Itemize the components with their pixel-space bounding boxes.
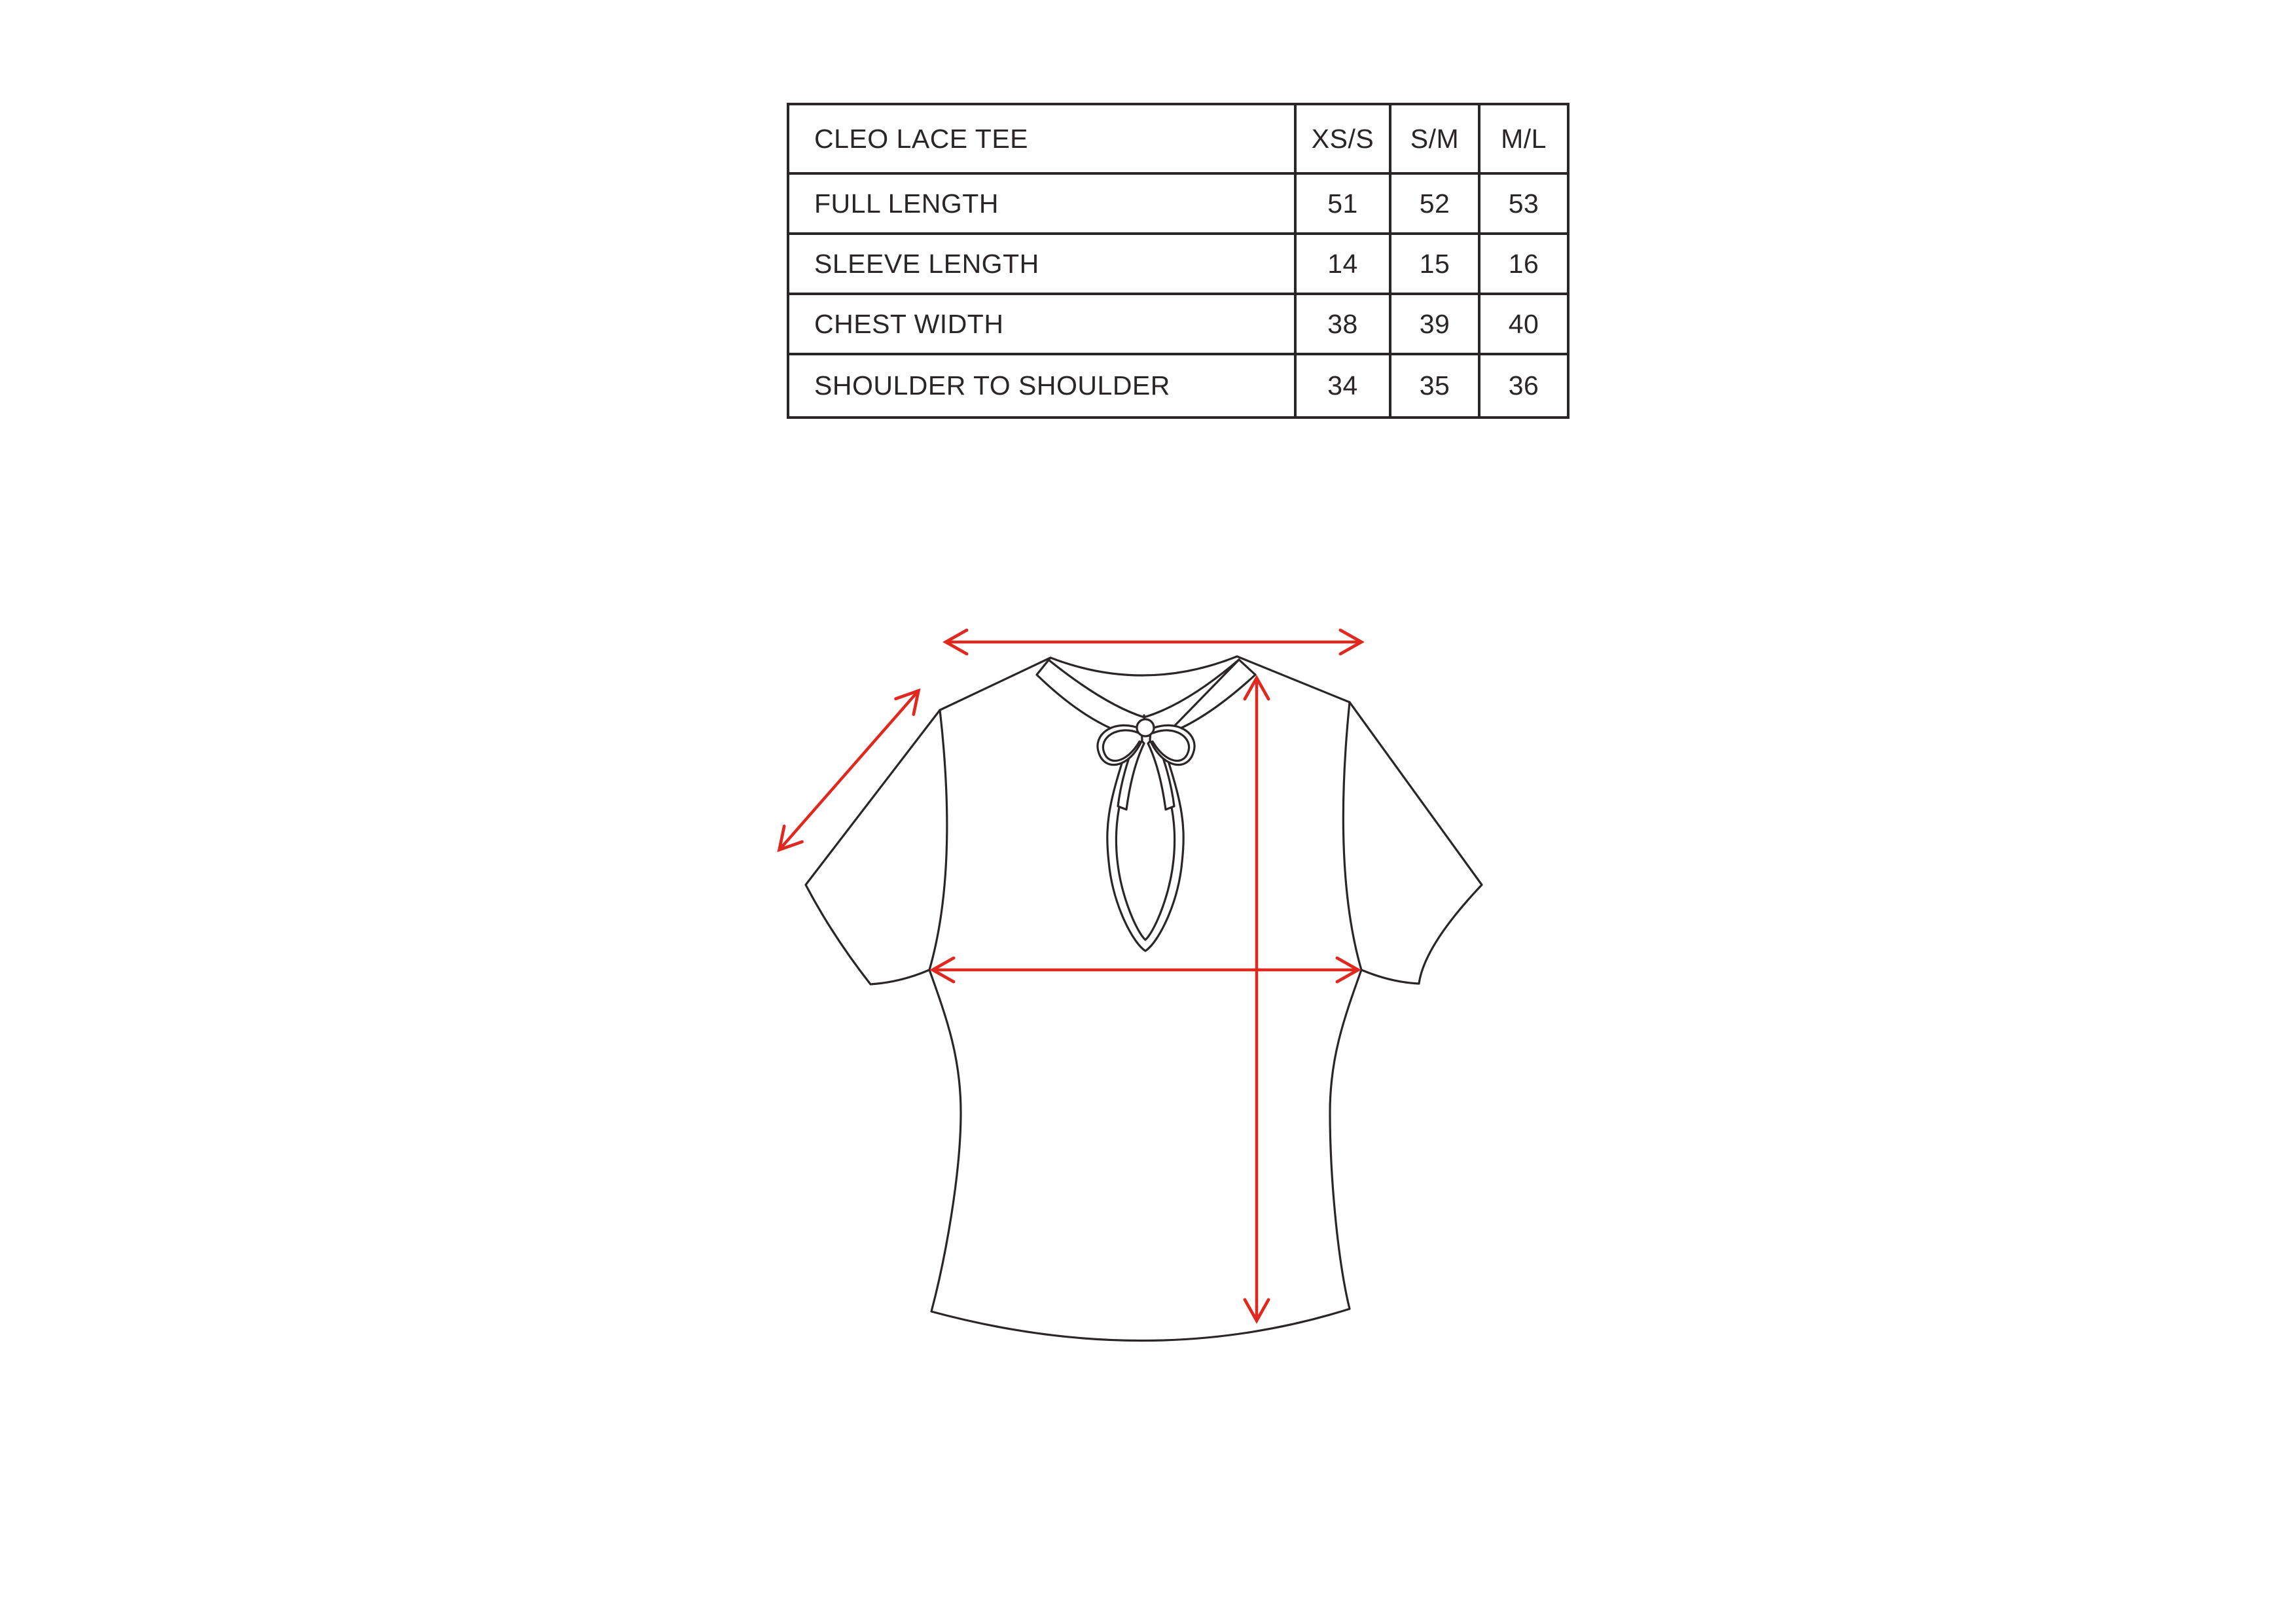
shirt-body-outline [804, 655, 1483, 1342]
measurement-value: 16 [1478, 232, 1570, 295]
size-column-ml: M/L [1478, 103, 1570, 175]
measurement-value: 40 [1478, 293, 1570, 355]
table-row: SLEEVE LENGTH 14 15 16 [787, 232, 1570, 295]
table-row: FULL LENGTH 51 52 53 [787, 172, 1570, 235]
measurement-value: 14 [1294, 232, 1391, 295]
measurement-label: SLEEVE LENGTH [787, 232, 1297, 295]
measurement-label: CHEST WIDTH [787, 293, 1297, 355]
neck-button [1136, 718, 1155, 738]
keyhole-inner [1115, 764, 1176, 941]
measurement-label: FULL LENGTH [787, 172, 1297, 235]
measurement-value: 52 [1389, 172, 1480, 235]
size-chart-table: CLEO LACE TEE XS/S S/M M/L FULL LENGTH 5… [787, 103, 1570, 419]
measurement-value: 51 [1294, 172, 1391, 235]
measurement-value: 39 [1389, 293, 1480, 355]
sleeve-length-arrow [777, 688, 921, 853]
measurement-value: 15 [1389, 232, 1480, 295]
bow-right-loop-inner [1151, 729, 1191, 762]
table-row: SHOULDER TO SHOULDER 34 35 36 [787, 353, 1570, 419]
measurement-value: 36 [1478, 353, 1570, 419]
table-row: CHEST WIDTH 38 39 40 [787, 293, 1570, 355]
bow-left-loop-inner [1102, 729, 1141, 762]
tee-technical-sketch [777, 628, 1483, 1342]
measurement-value: 35 [1389, 353, 1480, 419]
garment-diagram [707, 602, 1558, 1387]
measurement-value: 38 [1294, 293, 1391, 355]
measurement-value: 34 [1294, 353, 1391, 419]
product-name-cell: CLEO LACE TEE [787, 103, 1297, 175]
measurement-value: 53 [1478, 172, 1570, 235]
size-column-sm: S/M [1389, 103, 1480, 175]
left-armhole-seam [928, 709, 948, 971]
table-header-row: CLEO LACE TEE XS/S S/M M/L [787, 103, 1570, 175]
size-column-xss: XS/S [1294, 103, 1391, 175]
right-armhole-seam [1342, 701, 1363, 971]
measurement-label: SHOULDER TO SHOULDER [787, 353, 1297, 419]
